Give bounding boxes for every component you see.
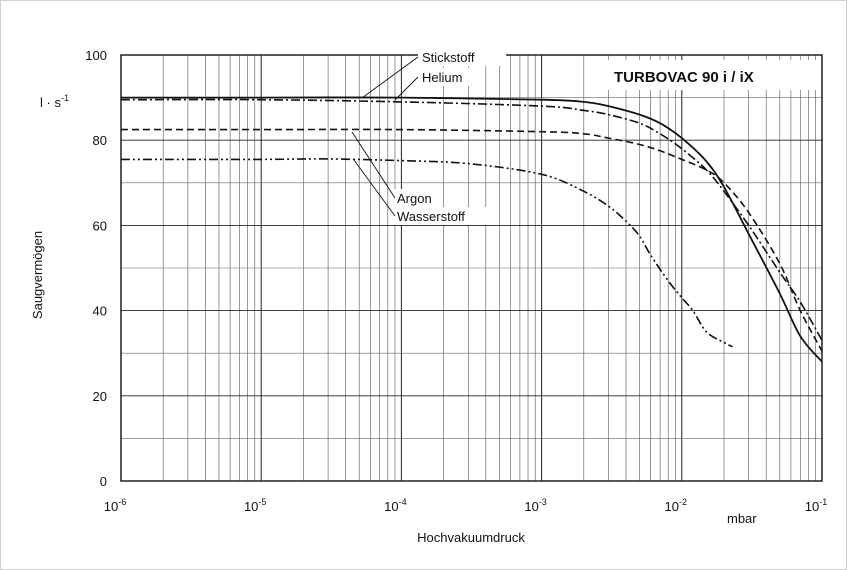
series-wasserstoff-line <box>121 158 733 348</box>
x-tick-label: 10-2 <box>665 497 687 514</box>
x-tick-label: 10-3 <box>524 497 546 514</box>
y-unit-label: l · s-1 <box>40 93 69 110</box>
x-unit-label: mbar <box>727 511 757 526</box>
title-box-bg <box>608 60 816 90</box>
x-tick-label: 10-1 <box>805 497 827 514</box>
series-label-helium: Helium <box>422 70 462 85</box>
legend-leader-line <box>353 159 396 217</box>
legend-leader-line <box>351 131 396 199</box>
chart-title: TURBOVAC 90 i / iX <box>614 69 754 86</box>
series-stickstoff-line <box>121 96 823 363</box>
x-tick-label: 10-5 <box>244 497 266 514</box>
y-tick-label: 80 <box>93 133 107 148</box>
y-tick-label: 20 <box>93 389 107 404</box>
labels: 0 20 40 60 80 100 10-6 10-5 10-4 10-3 10-2 10-1 Stic… <box>85 48 827 514</box>
y-tick-label: 60 <box>93 218 107 233</box>
legend-label-bg <box>418 48 506 66</box>
y-axis-title: Saugvermögen <box>30 231 45 319</box>
series-helium-line <box>120 98 823 341</box>
series-group <box>120 96 823 363</box>
x-axis-title: Hochvakuumdruck <box>417 530 525 545</box>
legend-leader-line <box>394 76 419 101</box>
legend-label-bg <box>418 68 474 86</box>
grid <box>120 55 822 481</box>
y-tick-label: 100 <box>85 48 107 63</box>
y-tick-label: 0 <box>100 474 107 489</box>
legend-label-bg <box>393 207 489 225</box>
series-label-wasserstoff: Wasserstoff <box>397 209 465 224</box>
legend-label-bg <box>393 189 441 207</box>
series-argon-line <box>121 128 823 352</box>
series-label-stickstoff: Stickstoff <box>422 50 475 65</box>
series-label-argon: Argon <box>397 191 432 206</box>
legend-leader-line <box>361 56 419 99</box>
y-tick-label: 40 <box>93 304 107 319</box>
x-tick-label: 10-6 <box>104 497 126 514</box>
x-tick-label: 10-4 <box>384 497 406 514</box>
